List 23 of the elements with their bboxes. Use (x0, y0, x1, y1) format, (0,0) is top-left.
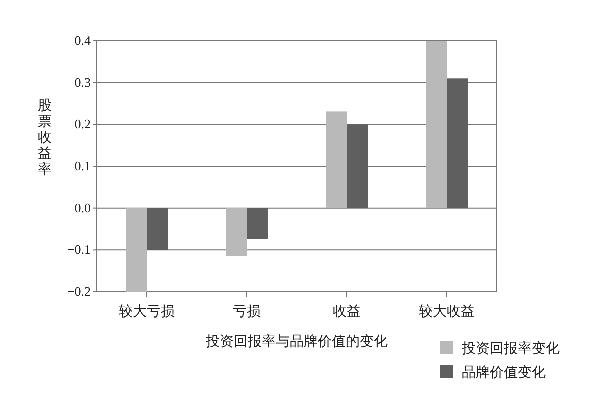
bar (426, 41, 447, 208)
x-tick-label: 亏损 (233, 304, 261, 320)
legend-label: 投资回报率变化 (461, 341, 560, 357)
y-tick-label: 0.1 (74, 158, 91, 174)
x-tick-label: 较大收益 (419, 304, 475, 320)
x-axis-title: 投资回报率与品牌价值的变化 (205, 334, 388, 350)
x-tick-label: 收益 (333, 304, 361, 320)
bar (247, 208, 268, 240)
y-tick-label: −0.2 (67, 284, 91, 299)
y-tick-label: 0.0 (74, 200, 91, 216)
bar (126, 208, 147, 292)
y-tick-label: 0.3 (74, 74, 91, 90)
x-tick-label: 较大亏损 (119, 304, 175, 320)
bar (226, 208, 247, 256)
y-tick-label: 0.2 (74, 116, 91, 132)
bar (347, 124, 368, 208)
bar (447, 78, 468, 208)
bar (326, 112, 347, 208)
y-tick-label: −0.1 (67, 242, 91, 258)
y-tick-label: 0.4 (74, 33, 92, 48)
legend-label: 品牌价值变化 (462, 365, 546, 381)
y-axis-title: 股票收益率 (38, 98, 52, 178)
bar (147, 208, 168, 250)
